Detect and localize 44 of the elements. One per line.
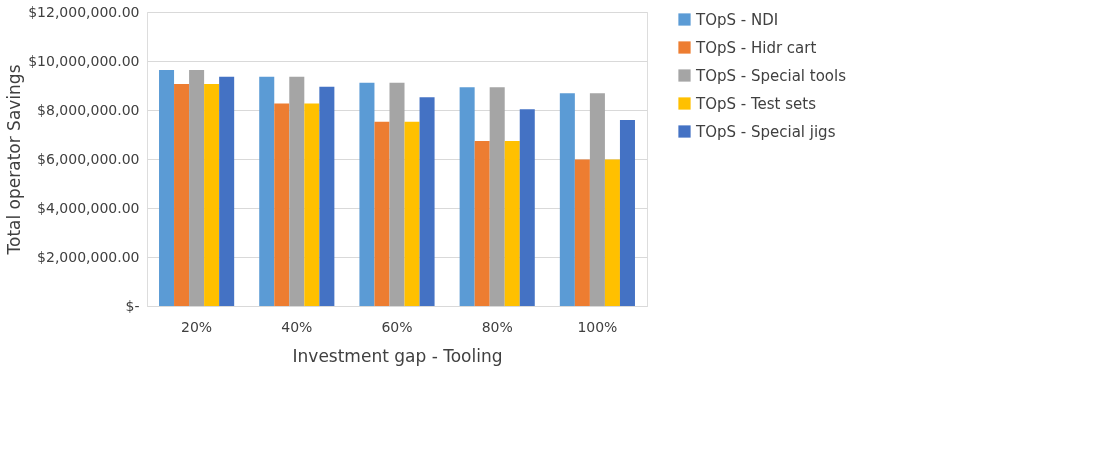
bar xyxy=(274,103,290,306)
y-tick-label: $12,000,000.00 xyxy=(28,3,140,20)
bar xyxy=(174,84,190,306)
bar xyxy=(259,76,275,306)
bar xyxy=(474,141,490,306)
legend-label: TOpS - Hidr cart xyxy=(695,38,817,57)
bar xyxy=(219,76,235,306)
bar xyxy=(459,87,475,306)
y-axis-title: Total operator Savings xyxy=(4,64,25,256)
y-tick-label: $6,000,000.00 xyxy=(37,150,140,167)
bar xyxy=(204,84,220,306)
bar xyxy=(574,159,590,306)
bar xyxy=(374,121,390,306)
legend-label: TOpS - NDI xyxy=(695,10,779,29)
bar xyxy=(359,82,375,306)
y-tick-label: $- xyxy=(125,297,140,314)
bar xyxy=(319,86,335,306)
bar xyxy=(159,70,175,306)
x-axis-title: Investment gap - Tooling xyxy=(292,345,503,366)
bar xyxy=(519,109,535,306)
bar xyxy=(289,76,305,306)
x-tick-label: 60% xyxy=(381,318,413,335)
bar xyxy=(404,121,420,306)
bar xyxy=(304,103,320,306)
bar xyxy=(559,93,575,306)
x-tick-label: 40% xyxy=(281,318,313,335)
bar xyxy=(619,120,635,306)
legend-label: TOpS - Test sets xyxy=(695,94,817,113)
legend-label: TOpS - Special jigs xyxy=(695,122,836,141)
bar xyxy=(489,87,505,306)
legend-label: TOpS - Special tools xyxy=(695,66,847,85)
bar xyxy=(589,93,605,306)
bar xyxy=(604,159,620,306)
y-tick-label: $4,000,000.00 xyxy=(37,199,140,216)
x-tick-label: 100% xyxy=(577,318,618,335)
bar xyxy=(419,97,435,306)
bar xyxy=(189,70,205,306)
bar xyxy=(389,82,405,306)
y-tick-label: $10,000,000.00 xyxy=(28,52,140,69)
y-tick-label: $2,000,000.00 xyxy=(37,248,140,265)
bar xyxy=(504,141,520,306)
y-tick-label: $8,000,000.00 xyxy=(37,101,140,118)
x-tick-label: 80% xyxy=(481,318,513,335)
x-tick-label: 20% xyxy=(181,318,213,335)
